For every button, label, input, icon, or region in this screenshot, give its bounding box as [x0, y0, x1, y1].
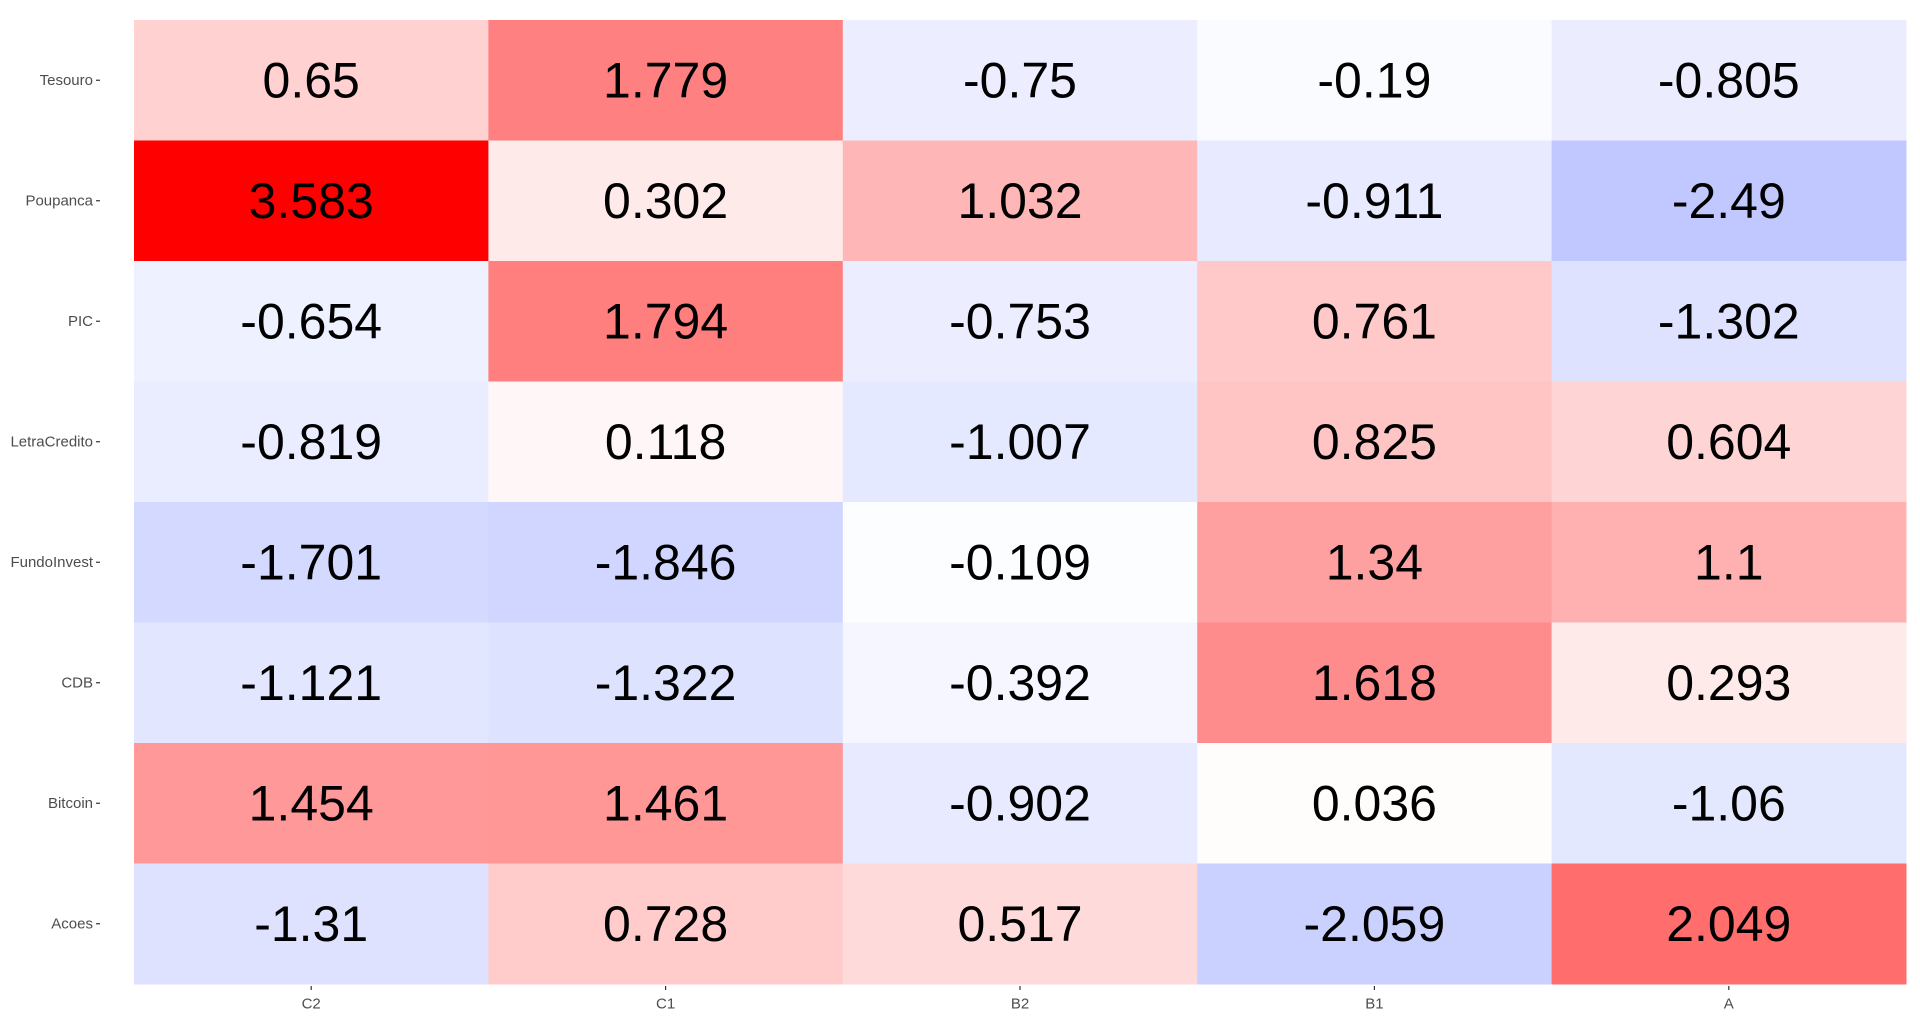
cell-value-label: 1.794 — [603, 293, 728, 349]
cell-value-label: 1.34 — [1326, 534, 1423, 590]
cell-value-label: -1.31 — [254, 896, 368, 952]
cell-value-label: 0.65 — [263, 52, 360, 108]
cell-value-label: -0.392 — [949, 655, 1091, 711]
heatmap-cell — [134, 863, 489, 985]
heatmap-cell — [1197, 502, 1553, 623]
heatmap-cell — [842, 502, 1198, 623]
cell-value-label: -1.322 — [595, 655, 737, 711]
cell-value-label: 1.461 — [603, 775, 728, 831]
heatmap-cell — [1197, 20, 1553, 141]
heatmap-cell — [488, 261, 844, 382]
cell-value-label: -0.819 — [240, 414, 382, 470]
cell-value-label: -0.805 — [1658, 52, 1800, 108]
y-tick-label: CDB — [61, 674, 93, 691]
cell-value-label: 0.825 — [1312, 414, 1437, 470]
heatmap-cell — [842, 743, 1198, 864]
heatmap-cell — [488, 140, 844, 262]
cell-value-label: 3.583 — [249, 173, 374, 229]
cell-value-label: 1.454 — [249, 775, 374, 831]
cell-value-label: 0.604 — [1666, 414, 1791, 470]
cell-value-label: -1.007 — [949, 414, 1091, 470]
cell-value-label: -0.654 — [240, 293, 382, 349]
cell-value-label: -0.75 — [963, 52, 1077, 108]
heatmap-cell — [134, 622, 489, 744]
heatmap-cell — [1551, 381, 1907, 503]
y-tick-label: Acoes — [51, 915, 93, 932]
y-tick-label: PIC — [68, 313, 93, 330]
heatmap-cell — [842, 622, 1198, 744]
heatmap-cell — [488, 502, 844, 623]
cell-value-label: 2.049 — [1666, 896, 1791, 952]
heatmap-cell — [842, 381, 1198, 503]
heatmap-cells — [134, 20, 1907, 985]
heatmap-cell — [1197, 261, 1553, 382]
heatmap-cell — [842, 863, 1198, 985]
cell-value-label: -0.753 — [949, 293, 1091, 349]
heatmap-cell — [1551, 743, 1907, 864]
y-tick-label: FundoInvest — [10, 554, 93, 571]
x-tick-label: C1 — [656, 996, 675, 1013]
heatmap-cell — [488, 863, 844, 985]
cell-value-label: -1.302 — [1658, 293, 1800, 349]
x-tick-label: C2 — [302, 996, 321, 1013]
x-tick-label: A — [1724, 996, 1734, 1013]
heatmap-cell — [488, 743, 844, 864]
cell-value-label: -0.911 — [1305, 173, 1443, 229]
y-tick-label: Tesouro — [40, 72, 93, 89]
x-axis: C2 C1 B2 B1 A — [302, 986, 1734, 1013]
y-tick-label: Bitcoin — [48, 795, 93, 812]
cell-value-label: 1.1 — [1694, 534, 1764, 590]
heatmap-cell — [1197, 743, 1553, 864]
heatmap-cell — [1551, 622, 1907, 744]
y-tick-label: LetraCredito — [10, 433, 93, 450]
heatmap-cell — [842, 140, 1198, 262]
heatmap-cell — [134, 381, 489, 503]
heatmap-cell — [1551, 140, 1907, 262]
cell-value-label: 0.728 — [603, 896, 728, 952]
cell-value-label: -1.121 — [240, 655, 382, 711]
heatmap-cell — [488, 622, 844, 744]
x-tick-label: B1 — [1365, 996, 1383, 1013]
heatmap-cell — [1197, 140, 1553, 262]
cell-value-label: 0.517 — [957, 896, 1082, 952]
heatmap-cell — [842, 20, 1198, 141]
cell-value-label: -2.059 — [1304, 896, 1446, 952]
heatmap-cell — [1197, 622, 1553, 744]
cell-value-label: 0.302 — [603, 173, 728, 229]
heatmap-cell — [842, 261, 1198, 382]
heatmap-cell — [134, 140, 489, 262]
y-axis: Tesouro Poupanca PIC LetraCredito FundoInves… — [10, 72, 100, 932]
heatmap-cell — [134, 743, 489, 864]
cell-value-labels: 0.65 1.779 -0.75 -0.19 -0.805 3.583 0.302 1.032… — [240, 52, 1799, 952]
heatmap-cell — [488, 381, 844, 503]
heatmap-cell — [134, 502, 489, 623]
heatmap-cell — [1197, 381, 1553, 503]
heatmap-cell — [1197, 863, 1553, 985]
heatmap-cell — [1551, 863, 1907, 985]
cell-value-label: 1.032 — [957, 173, 1082, 229]
x-tick-label: B2 — [1011, 996, 1029, 1013]
heatmap-cell — [1551, 261, 1907, 382]
cell-value-label: -2.49 — [1672, 173, 1786, 229]
cell-value-label: -0.902 — [949, 775, 1091, 831]
cell-value-label: 0.118 — [605, 414, 726, 470]
cell-value-label: -1.701 — [240, 534, 382, 590]
cell-value-label: 1.618 — [1312, 655, 1437, 711]
cell-value-label: -1.846 — [595, 534, 737, 590]
heatmap-cell — [1551, 20, 1907, 141]
cell-value-label: 0.761 — [1312, 293, 1437, 349]
heatmap-cell — [488, 20, 844, 141]
heatmap-cell — [134, 20, 489, 141]
cell-value-label: -0.109 — [949, 534, 1091, 590]
y-tick-label: Poupanca — [25, 192, 93, 209]
cell-value-label: 1.779 — [603, 52, 728, 108]
heatmap-cell — [134, 261, 489, 382]
heatmap-cell — [1551, 502, 1907, 623]
cell-value-label: 0.036 — [1312, 775, 1437, 831]
cell-value-label: -0.19 — [1317, 52, 1431, 108]
cell-value-label: 0.293 — [1666, 655, 1791, 711]
cell-value-label: -1.06 — [1672, 775, 1786, 831]
